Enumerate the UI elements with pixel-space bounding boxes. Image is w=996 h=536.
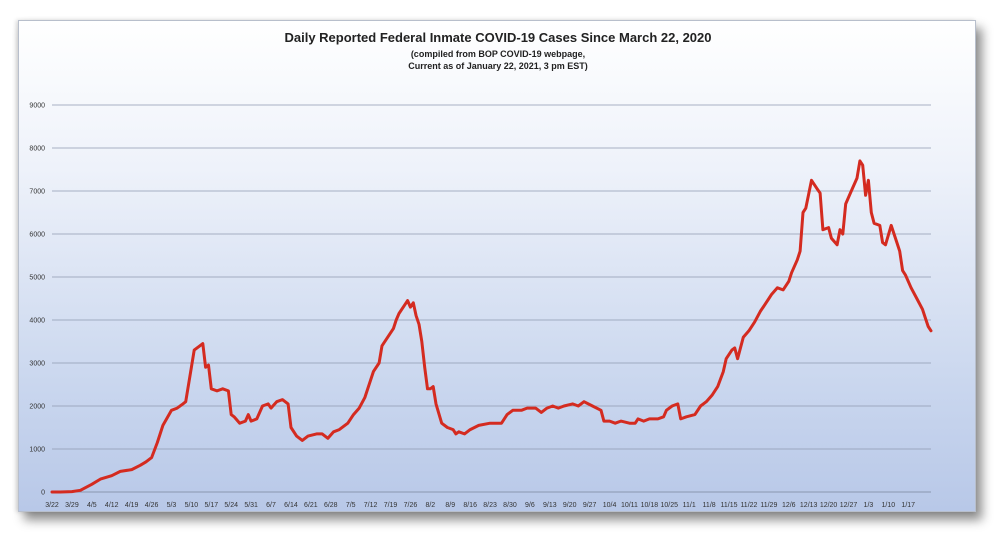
- x-tick-label: 8/16: [463, 502, 477, 509]
- x-tick-label: 11/8: [703, 502, 716, 509]
- y-tick-label: 1000: [29, 447, 45, 454]
- y-tick-label: 8000: [29, 146, 45, 153]
- chart-subtitle-line-1: (compiled from BOP COVID-19 webpage,: [411, 49, 585, 59]
- x-tick-label: 5/10: [185, 502, 199, 509]
- x-tick-label: 4/12: [105, 502, 119, 509]
- x-tick-label: 11/29: [760, 502, 777, 509]
- x-tick-label: 10/25: [661, 502, 679, 509]
- x-tick-label: 8/9: [445, 502, 455, 509]
- x-tick-label: 4/5: [87, 502, 97, 509]
- y-tick-label: 2000: [29, 404, 45, 411]
- x-tick-label: 3/22: [45, 502, 59, 509]
- x-tick-label: 11/22: [740, 502, 757, 509]
- y-tick-label: 0: [41, 490, 45, 497]
- y-tick-label: 4000: [29, 318, 45, 325]
- x-tick-label: 11/15: [721, 502, 738, 509]
- y-tick-label: 6000: [29, 232, 45, 239]
- x-tick-label: 12/20: [820, 502, 838, 509]
- y-tick-label: 9000: [29, 103, 45, 110]
- x-tick-label: 12/27: [840, 502, 858, 509]
- x-tick-label: 7/12: [364, 502, 378, 509]
- x-tick-label: 1/10: [882, 502, 896, 509]
- x-tick-label: 8/30: [503, 502, 517, 509]
- x-tick-label: 10/4: [603, 502, 617, 509]
- x-tick-label: 12/13: [800, 502, 818, 509]
- x-axis-tick-labels: 3/22 3/29 4/5 4/12 4/19 4/26 5/3 5/10 5/17 5/24 5/…: [45, 502, 915, 509]
- series-group: [50, 159, 933, 494]
- x-tick-label: 7/26: [404, 502, 418, 509]
- y-tick-label: 3000: [29, 361, 45, 368]
- x-tick-label: 3/29: [65, 502, 79, 509]
- x-tick-label: 7/5: [346, 502, 356, 509]
- x-tick-label: 5/24: [224, 502, 238, 509]
- y-axis-tick-labels: 0 1000 2000 3000 4000 5000 6000 7000 8000 9000: [29, 103, 45, 497]
- x-tick-label: 9/6: [525, 502, 535, 509]
- x-tick-label: 9/27: [583, 502, 597, 509]
- x-tick-label: 1/3: [864, 502, 874, 509]
- x-tick-label: 6/21: [304, 502, 318, 509]
- series-line-0: [50, 159, 933, 494]
- chart-title: Daily Reported Federal Inmate COVID-19 C…: [284, 30, 711, 45]
- x-tick-label: 5/31: [244, 502, 258, 509]
- x-tick-label: 11/1: [683, 502, 696, 509]
- chart-subtitle-line-2: Current as of January 22, 2021, 3 pm EST…: [408, 61, 588, 71]
- x-tick-label: 4/19: [125, 502, 139, 509]
- x-tick-label: 6/14: [284, 502, 298, 509]
- x-tick-label: 9/20: [563, 502, 577, 509]
- x-tick-label: 12/6: [782, 502, 796, 509]
- x-tick-label: 8/23: [483, 502, 497, 509]
- x-tick-label: 5/17: [204, 502, 218, 509]
- chart-frame: [18, 20, 976, 512]
- x-tick-label: 1/17: [901, 502, 915, 509]
- gridlines: [52, 104, 931, 493]
- y-tick-label: 5000: [29, 275, 45, 282]
- y-tick-label: 7000: [29, 189, 45, 196]
- x-tick-label: 6/28: [324, 502, 338, 509]
- x-tick-label: 6/7: [266, 502, 276, 509]
- x-tick-label: 9/13: [543, 502, 557, 509]
- x-tick-label: 4/26: [145, 502, 159, 509]
- x-tick-label: 8/2: [425, 502, 435, 509]
- x-tick-label: 10/11: [621, 502, 638, 509]
- x-tick-label: 7/19: [384, 502, 398, 509]
- x-tick-label: 10/18: [641, 502, 659, 509]
- x-tick-label: 5/3: [167, 502, 177, 509]
